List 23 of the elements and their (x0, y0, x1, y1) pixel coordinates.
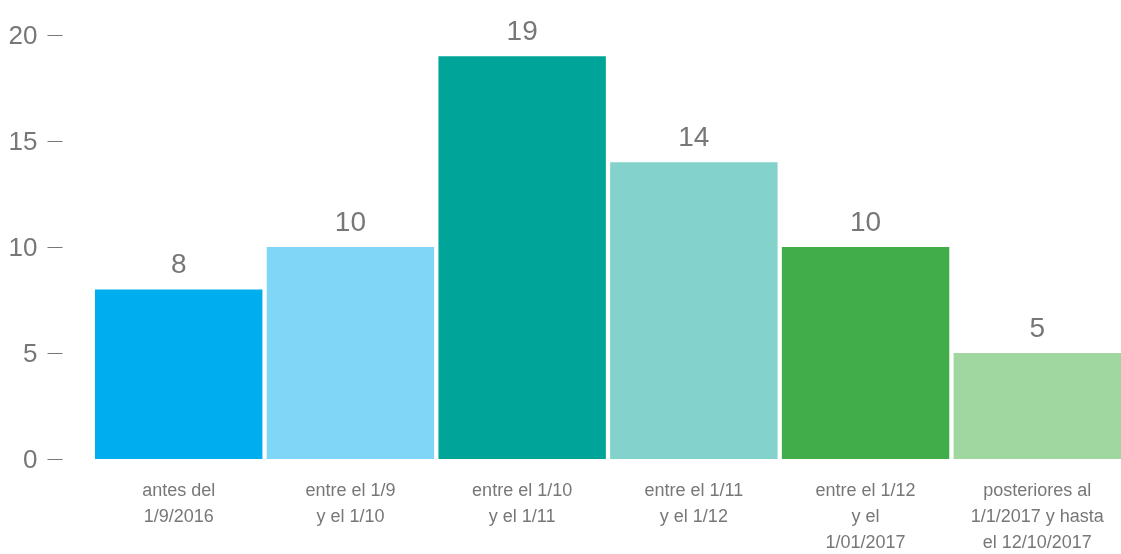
data-label: 10 (334, 206, 366, 237)
bar (610, 162, 778, 459)
y-tick-label: 20 (8, 19, 38, 50)
y-tick-label: 0 (23, 443, 38, 474)
data-label: 5 (1029, 312, 1046, 343)
x-tick-label: entre el 1/12 y el 1/01/2017 (815, 479, 916, 552)
bar (95, 289, 263, 459)
bar (266, 247, 435, 459)
y-tick-label: 5 (23, 337, 38, 368)
x-tick-label: entre el 1/9 y el 1/10 (305, 479, 396, 526)
bar (781, 247, 950, 459)
bar (438, 56, 606, 459)
x-tick-label: entre el 1/10 y el 1/11 (472, 479, 573, 526)
data-label: 14 (678, 121, 710, 153)
y-tick-label: 15 (8, 125, 38, 156)
y-tick-label: 10 (8, 231, 38, 262)
data-label: 19 (506, 15, 538, 47)
x-tick-label: posteriores al 1/1/2017 y hasta el 12/10/2017 (970, 479, 1105, 552)
x-tick-label: antes del 1/9/2016 (142, 479, 216, 526)
x-tick-label: entre el 1/11 y el 1/12 (644, 479, 744, 526)
data-label: 8 (170, 248, 187, 280)
bar (953, 353, 1121, 459)
data-label: 10 (850, 206, 882, 237)
